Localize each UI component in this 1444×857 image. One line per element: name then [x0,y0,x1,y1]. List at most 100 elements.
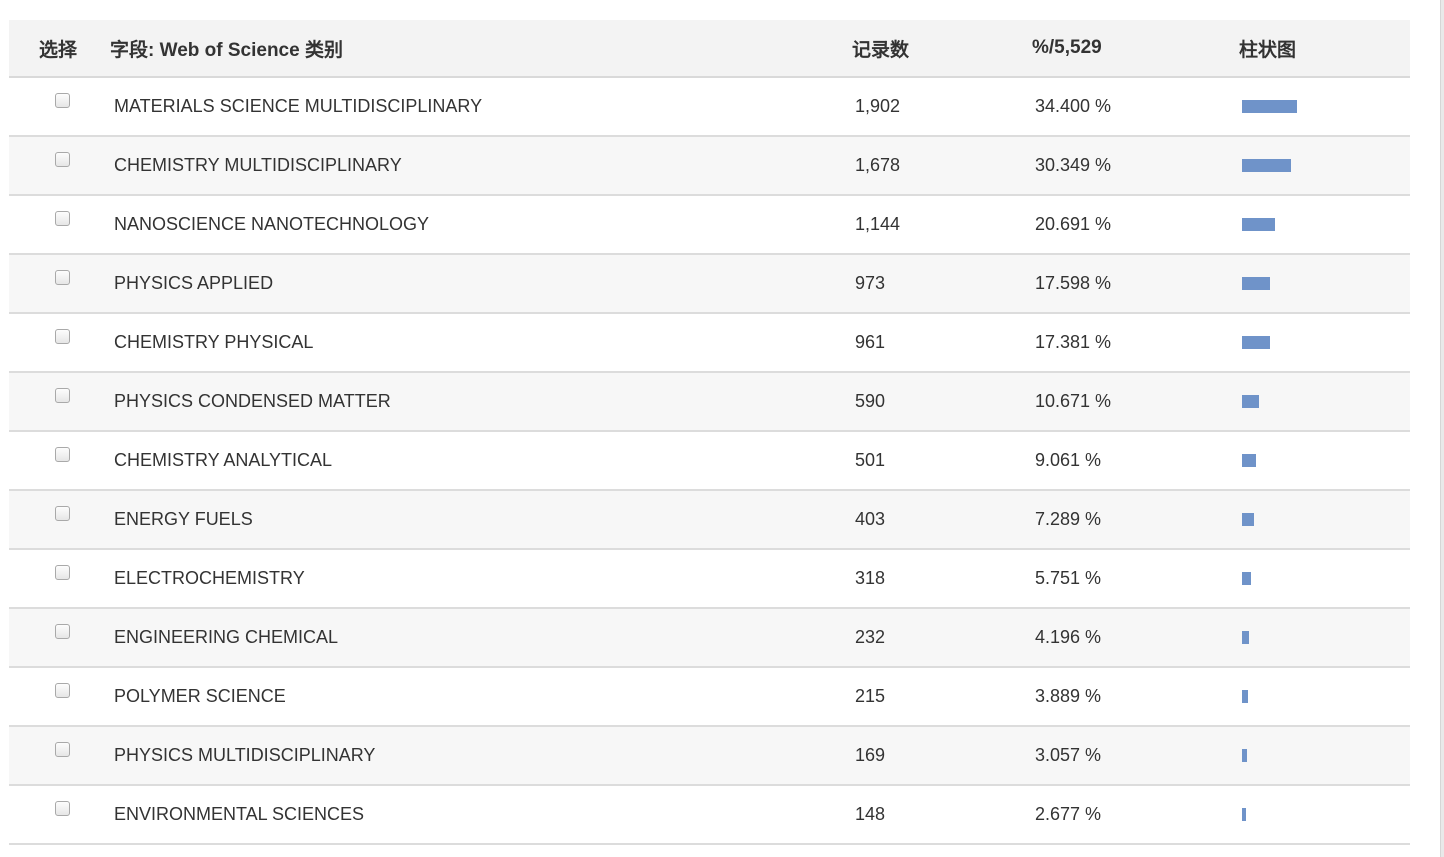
percent-value: 3.889 % [1029,667,1234,727]
record-count: 973 [849,254,1029,314]
bar-fill [1242,158,1291,172]
table-row: POLYMER SCIENCE 215 3.889 % [9,667,1410,727]
table-row: ELECTROCHEMISTRY 318 5.751 % [9,549,1410,609]
bar-track [1242,453,1402,467]
record-count: 590 [849,372,1029,432]
row-select-checkbox[interactable] [55,682,70,698]
row-select-checkbox[interactable] [55,387,70,403]
bar-fill [1242,394,1260,408]
bar-cell [1234,372,1410,432]
category-name: PHYSICS MULTIDISCIPLINARY [109,726,849,786]
row-select-checkbox[interactable] [55,564,70,580]
percent-value: 7.289 % [1029,490,1234,550]
record-count: 215 [849,667,1029,727]
record-count: 1,902 [849,77,1029,137]
bar-track [1242,394,1402,408]
table-row: PHYSICS APPLIED 973 17.598 % [9,254,1410,314]
row-select-cell [9,490,109,550]
bar-cell [1234,608,1410,668]
row-select-checkbox[interactable] [55,92,70,108]
record-count: 169 [849,726,1029,786]
category-name: CHEMISTRY ANALYTICAL [109,431,849,491]
category-name: POLYMER SCIENCE [109,667,849,727]
table-row: ENERGY FUELS 403 7.289 % [9,490,1410,550]
bar-track [1242,335,1402,349]
row-select-checkbox[interactable] [55,741,70,757]
bar-fill [1242,748,1247,762]
bar-fill [1242,217,1276,231]
row-select-cell [9,726,109,786]
bar-track [1242,748,1402,762]
row-select-cell [9,608,109,668]
bar-fill [1242,689,1249,703]
bar-track [1242,571,1402,585]
bar-cell [1234,667,1410,727]
row-select-cell [9,195,109,255]
category-name: PHYSICS CONDENSED MATTER [109,372,849,432]
header-row: 选择 字段: Web of Science 类别 记录数 %/5,529 柱状图 [9,20,1410,78]
percent-value: 4.196 % [1029,608,1234,668]
row-select-cell [9,785,109,845]
record-count: 501 [849,431,1029,491]
category-name: CHEMISTRY PHYSICAL [109,313,849,373]
bar-fill [1242,571,1252,585]
record-count: 403 [849,490,1029,550]
row-select-checkbox[interactable] [55,446,70,462]
row-select-cell [9,313,109,373]
row-select-cell [9,372,109,432]
table-body: MATERIALS SCIENCE MULTIDISCIPLINARY 1,902… [9,77,1410,845]
row-select-checkbox[interactable] [55,623,70,639]
percent-value: 34.400 % [1029,77,1234,137]
row-select-checkbox[interactable] [55,328,70,344]
row-select-checkbox[interactable] [55,800,70,816]
category-name: PHYSICS APPLIED [109,254,849,314]
category-name: ENGINEERING CHEMICAL [109,608,849,668]
bar-cell [1234,195,1410,255]
bar-fill [1242,99,1298,113]
page-scrollbar[interactable] [1440,0,1444,857]
bar-fill [1242,453,1257,467]
bar-track [1242,158,1402,172]
category-name: ELECTROCHEMISTRY [109,549,849,609]
bar-cell [1234,313,1410,373]
table-row: PHYSICS MULTIDISCIPLINARY 169 3.057 % [9,726,1410,786]
category-name: MATERIALS SCIENCE MULTIDISCIPLINARY [109,77,849,137]
bar-fill [1242,630,1249,644]
bar-track [1242,689,1402,703]
table-row: PHYSICS CONDENSED MATTER 590 10.671 % [9,372,1410,432]
record-count: 1,678 [849,136,1029,196]
header-field: 字段: Web of Science 类别 [109,20,849,78]
percent-value: 10.671 % [1029,372,1234,432]
table-header: 选择 字段: Web of Science 类别 记录数 %/5,529 柱状图 [9,20,1410,78]
row-select-checkbox[interactable] [55,210,70,226]
table-row: CHEMISTRY ANALYTICAL 501 9.061 % [9,431,1410,491]
bar-track [1242,99,1402,113]
record-count: 1,144 [849,195,1029,255]
record-count: 148 [849,785,1029,845]
header-select: 选择 [9,20,109,78]
table-row: ENGINEERING CHEMICAL 232 4.196 % [9,608,1410,668]
bar-fill [1242,512,1254,526]
percent-value: 20.691 % [1029,195,1234,255]
table-row: CHEMISTRY MULTIDISCIPLINARY 1,678 30.349 % [9,136,1410,196]
row-select-cell [9,254,109,314]
table-row: MATERIALS SCIENCE MULTIDISCIPLINARY 1,902… [9,77,1410,137]
bar-cell [1234,77,1410,137]
row-select-checkbox[interactable] [55,151,70,167]
bar-cell [1234,490,1410,550]
row-select-cell [9,77,109,137]
row-select-cell [9,667,109,727]
bar-cell [1234,785,1410,845]
header-record-count: 记录数 [849,20,1029,78]
percent-value: 17.598 % [1029,254,1234,314]
bar-track [1242,630,1402,644]
bar-fill [1242,335,1270,349]
bar-cell [1234,431,1410,491]
row-select-checkbox[interactable] [55,505,70,521]
row-select-checkbox[interactable] [55,269,70,285]
bar-track [1242,217,1402,231]
bar-track [1242,276,1402,290]
category-name: NANOSCIENCE NANOTECHNOLOGY [109,195,849,255]
percent-value: 30.349 % [1029,136,1234,196]
row-select-cell [9,136,109,196]
